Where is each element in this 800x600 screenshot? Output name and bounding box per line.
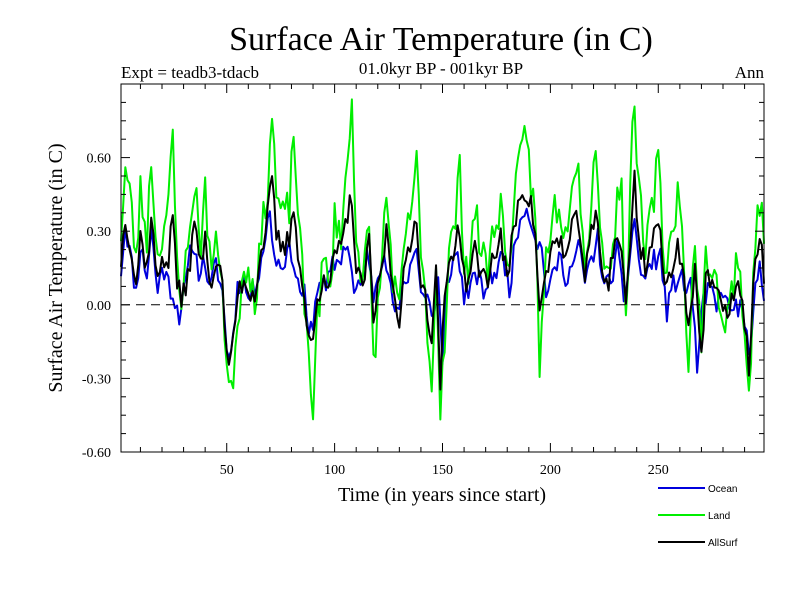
y-axis-label: Surface Air Temperature (in C) [45, 143, 67, 392]
y-tick-label: -0.60 [82, 446, 111, 461]
x-tick-label: 250 [648, 463, 669, 478]
y-tick-label: 0.00 [87, 299, 112, 314]
experiment-label: Expt = teadb3-tdacb [121, 63, 259, 82]
series-line-land [120, 98, 765, 421]
y-tick-label: 0.60 [87, 152, 112, 167]
season-label: Ann [735, 63, 765, 82]
tick-label-layer: -0.60 -0.30 0.00 0.30 0.60 50 100 150 200 250 [82, 152, 669, 478]
legend-label-allsurf: AllSurf [708, 538, 738, 549]
chart-subtitle: 01.0kyr BP - 001kyr BP [359, 59, 523, 78]
legend-label-land: Land [708, 511, 730, 522]
legend: Ocean Land AllSurf [658, 484, 738, 549]
legend-label-ocean: Ocean [708, 484, 737, 495]
x-tick-label: 100 [324, 463, 345, 478]
x-tick-label: 200 [540, 463, 561, 478]
x-tick-label: 150 [432, 463, 453, 478]
x-tick-label: 50 [220, 463, 234, 478]
chart-title: Surface Air Temperature (in C) [229, 21, 653, 58]
y-tick-label: -0.30 [82, 372, 111, 387]
series-layer [120, 98, 765, 421]
x-axis-label: Time (in years since start) [338, 484, 546, 506]
y-tick-label: 0.30 [87, 225, 112, 240]
axis-layer [120, 83, 765, 453]
series-line-allsurf [120, 169, 765, 391]
